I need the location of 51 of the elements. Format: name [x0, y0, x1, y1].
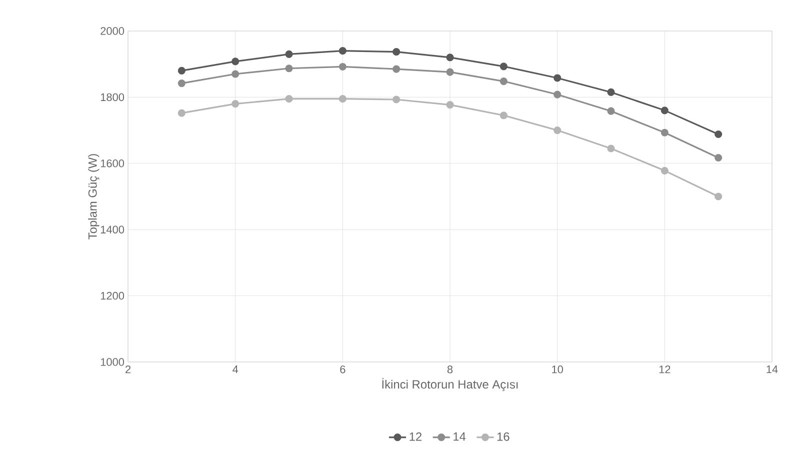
x-tick-label: 12: [659, 366, 670, 374]
x-tick-label: 6: [340, 366, 346, 374]
point: [554, 126, 562, 134]
x-tick-label: 2: [126, 366, 131, 374]
point: [338, 62, 346, 71]
point: [392, 96, 400, 104]
point: [660, 128, 668, 136]
point: [232, 70, 240, 78]
y-tick-label: 2000: [100, 27, 124, 35]
y-tick-label: 1600: [100, 160, 124, 168]
legend-label: 16: [497, 432, 510, 441]
y-axis-title: Toplam Güç (W): [88, 154, 100, 240]
x-axis-title: İkinci Rotorun Hatve Açısı: [382, 378, 518, 392]
point: [446, 101, 454, 109]
point: [500, 78, 508, 86]
point: [660, 166, 668, 174]
point: [660, 106, 668, 114]
point: [446, 68, 454, 76]
x-tick-label: 14: [766, 366, 778, 374]
point: [714, 130, 722, 138]
point: [285, 95, 293, 103]
y-tick-label: 1000: [100, 358, 124, 366]
point: [554, 74, 562, 82]
y-tick-label: 1200: [100, 292, 124, 300]
point: [554, 90, 562, 98]
point: [714, 192, 722, 200]
x-tick-label: 4: [232, 366, 238, 374]
point: [232, 100, 240, 108]
point: [446, 54, 454, 62]
point: [392, 65, 400, 73]
point: [178, 109, 186, 117]
y-tick-label: 1800: [100, 93, 124, 102]
point: [500, 62, 508, 70]
point: [607, 144, 615, 152]
point: [285, 50, 293, 58]
legend-label: 12: [410, 432, 422, 441]
point: [392, 48, 400, 56]
legend-label: 14: [454, 432, 466, 441]
point: [500, 112, 508, 120]
x-tick-label: 8: [447, 366, 453, 374]
point: [178, 79, 186, 88]
point: [285, 64, 293, 72]
point: [178, 66, 186, 74]
point: [714, 154, 722, 162]
x-tick-label: 10: [552, 366, 563, 374]
point: [338, 47, 346, 55]
point: [607, 107, 615, 115]
point: [232, 58, 240, 66]
point: [607, 88, 615, 96]
point: [338, 95, 346, 103]
y-tick-label: 1400: [100, 226, 124, 234]
